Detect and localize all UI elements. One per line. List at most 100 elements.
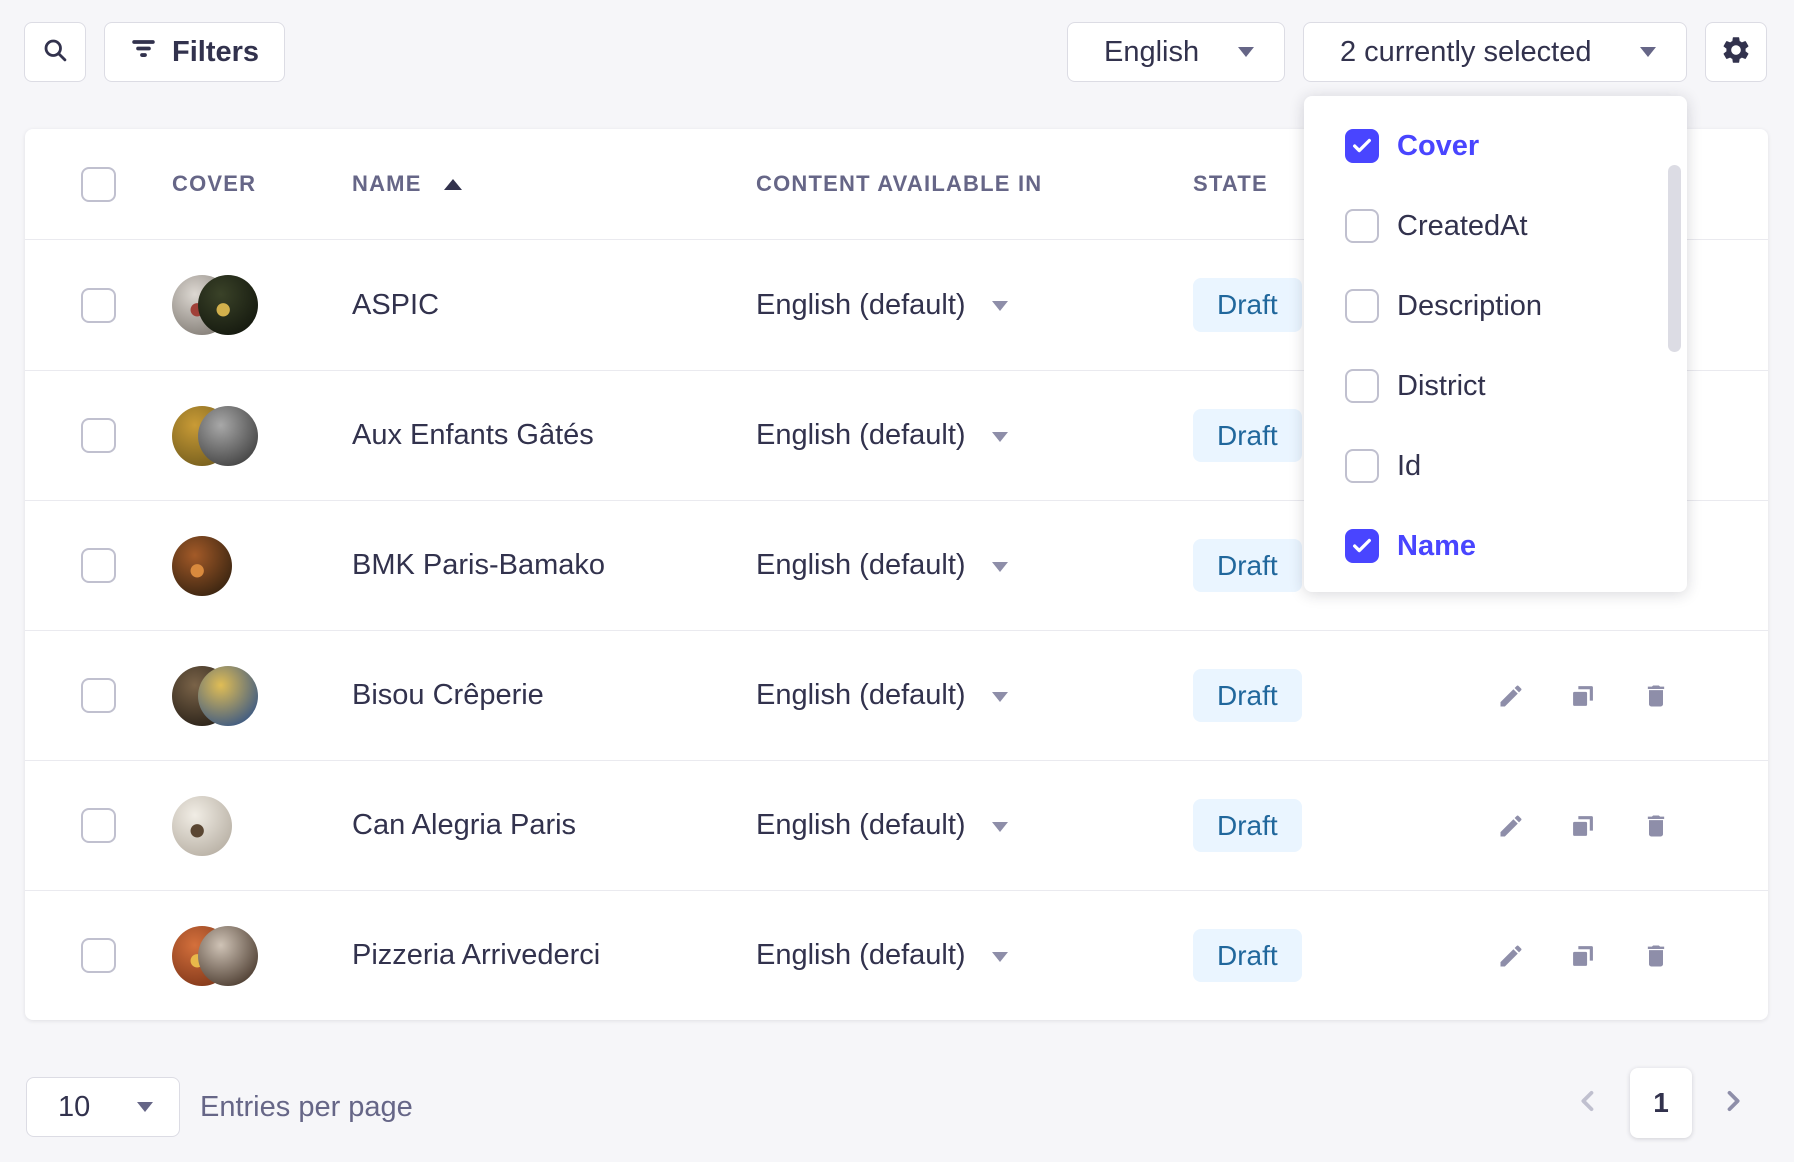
page-number-button[interactable]: 1 — [1630, 1068, 1692, 1138]
edit-button[interactable] — [1491, 936, 1531, 976]
chevron-down-icon[interactable] — [992, 691, 1008, 702]
column-header-state[interactable]: STATE — [1193, 171, 1268, 196]
status-badge: Draft — [1193, 668, 1302, 723]
column-checkbox[interactable] — [1345, 529, 1379, 563]
chevron-down-icon[interactable] — [992, 951, 1008, 962]
column-option-label: Description — [1397, 289, 1543, 322]
duplicate-button[interactable] — [1563, 806, 1603, 846]
status-badge: Draft — [1193, 408, 1302, 463]
locale-cell[interactable]: English (default) — [756, 501, 966, 630]
column-checkbox[interactable] — [1345, 289, 1379, 323]
column-checkbox[interactable] — [1345, 209, 1379, 243]
chevron-down-icon[interactable] — [992, 301, 1008, 311]
locale-cell[interactable]: English (default) — [756, 761, 966, 890]
column-checkbox[interactable] — [1345, 369, 1379, 403]
column-settings-dropdown: Cover CreatedAt Description District Id … — [1304, 96, 1687, 592]
gear-icon — [1720, 34, 1752, 71]
sort-ascending-icon — [443, 178, 462, 190]
column-toggle-district[interactable]: District — [1304, 346, 1687, 426]
locale-value: English (default) — [756, 419, 966, 451]
restaurant-name: ASPIC — [352, 288, 440, 321]
locale-value: English (default) — [756, 549, 966, 581]
locale-value: English (default) — [756, 809, 966, 841]
cover-cell — [172, 891, 258, 1020]
chevron-down-icon — [1238, 47, 1254, 57]
column-toggle-createdat[interactable]: CreatedAt — [1304, 186, 1687, 266]
locale-select-value: English — [1104, 35, 1200, 68]
table-header-row: COVER NAME CONTENT AVAILABLE IN STATE — [25, 129, 1768, 240]
entries-per-page-label: Entries per page — [200, 1090, 413, 1123]
column-header-content-available-in[interactable]: CONTENT AVAILABLE IN — [756, 171, 1043, 196]
row-checkbox[interactable] — [81, 548, 116, 583]
row-checkbox[interactable] — [81, 808, 116, 843]
column-settings-value: 2 currently selected — [1340, 35, 1592, 68]
status-badge: Draft — [1193, 278, 1302, 332]
locale-cell[interactable]: English (default) — [756, 371, 966, 500]
chevron-down-icon[interactable] — [992, 821, 1008, 832]
column-option-label: District — [1397, 369, 1486, 402]
cover-cell — [172, 761, 232, 890]
row-checkbox[interactable] — [81, 287, 116, 323]
cover-avatar-secondary — [198, 665, 258, 726]
duplicate-button[interactable] — [1563, 676, 1603, 716]
status-badge: Draft — [1193, 538, 1302, 593]
chevron-right-icon — [1719, 1087, 1747, 1120]
status-badge: Draft — [1193, 798, 1302, 853]
cover-avatar — [172, 535, 232, 596]
row-checkbox[interactable] — [81, 938, 116, 973]
locale-value: English (default) — [756, 288, 966, 321]
cover-avatar — [172, 795, 232, 856]
cover-cell — [172, 371, 258, 500]
column-header-cover[interactable]: COVER — [172, 171, 257, 196]
delete-button[interactable] — [1636, 806, 1676, 846]
page-size-select[interactable]: 10 — [26, 1077, 180, 1137]
page-size-value: 10 — [58, 1090, 91, 1123]
column-checkbox[interactable] — [1345, 129, 1379, 163]
table-row: Pizzeria Arrivederci English (default) D… — [25, 890, 1768, 1020]
chevron-down-icon[interactable] — [992, 431, 1008, 442]
status-badge: Draft — [1193, 928, 1302, 983]
column-settings-select[interactable]: 2 currently selected — [1303, 22, 1687, 82]
cover-avatar-secondary — [198, 275, 258, 335]
chevron-down-icon — [137, 1102, 153, 1112]
duplicate-button[interactable] — [1563, 936, 1603, 976]
column-checkbox[interactable] — [1345, 449, 1379, 483]
locale-cell[interactable]: English (default) — [756, 631, 966, 760]
row-checkbox[interactable] — [81, 418, 116, 453]
row-checkbox[interactable] — [81, 678, 116, 713]
locale-value: English (default) — [756, 939, 966, 971]
column-option-label: Id — [1397, 449, 1422, 482]
locale-cell[interactable]: English (default) — [756, 891, 966, 1020]
column-option-label: Cover — [1397, 129, 1480, 162]
chevron-down-icon[interactable] — [992, 561, 1008, 572]
restaurant-name: Pizzeria Arrivederci — [352, 939, 601, 971]
search-button[interactable] — [24, 22, 86, 82]
delete-button[interactable] — [1636, 676, 1676, 716]
locale-select[interactable]: English — [1067, 22, 1285, 82]
settings-button[interactable] — [1705, 22, 1767, 82]
restaurant-name: Bisou Crêperie — [352, 679, 544, 711]
table-row: Bisou Crêperie English (default) Draft — [25, 630, 1768, 760]
next-page-button[interactable] — [1718, 1088, 1748, 1118]
cover-avatar-secondary — [198, 405, 258, 466]
column-toggle-description[interactable]: Description — [1304, 266, 1687, 346]
filters-button[interactable]: Filters — [104, 22, 285, 82]
table-row: Can Alegria Paris English (default) Draf… — [25, 760, 1768, 890]
cover-avatar-secondary — [198, 925, 258, 986]
edit-button[interactable] — [1491, 676, 1531, 716]
dropdown-scrollbar[interactable] — [1668, 165, 1681, 352]
chevron-left-icon — [1574, 1087, 1602, 1120]
column-toggle-cover[interactable]: Cover — [1304, 106, 1687, 186]
filters-button-label: Filters — [171, 35, 260, 68]
edit-button[interactable] — [1491, 806, 1531, 846]
column-toggle-name[interactable]: Name — [1304, 506, 1687, 586]
column-header-name[interactable]: NAME — [352, 129, 462, 239]
column-toggle-id[interactable]: Id — [1304, 426, 1687, 506]
previous-page-button[interactable] — [1573, 1088, 1603, 1118]
locale-cell[interactable]: English (default) — [756, 240, 966, 370]
delete-button[interactable] — [1636, 936, 1676, 976]
locale-value: English (default) — [756, 679, 966, 711]
restaurant-name: Aux Enfants Gâtés — [352, 419, 594, 451]
select-all-checkbox[interactable] — [81, 166, 116, 202]
